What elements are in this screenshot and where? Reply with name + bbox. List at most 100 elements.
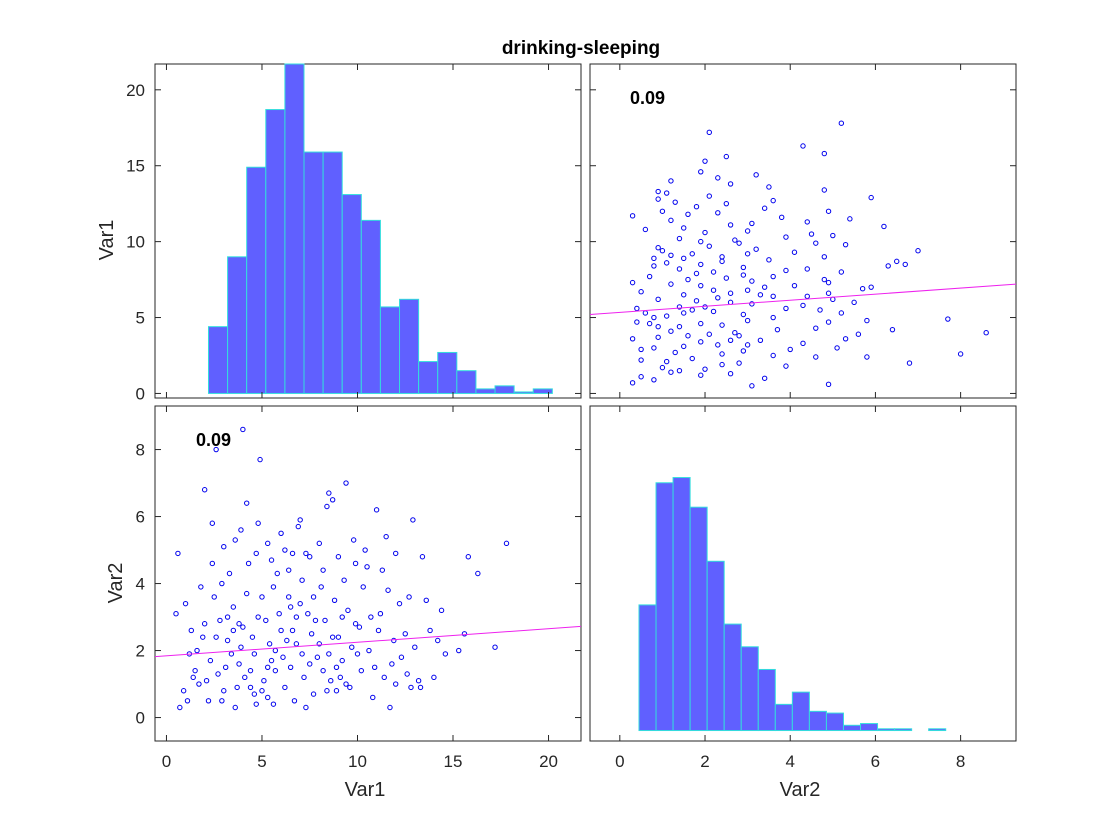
scatter-point (282, 684, 288, 691)
scatter-point (842, 336, 849, 342)
scatter-point (331, 597, 338, 603)
scatter-point (314, 654, 321, 660)
scatter-point (341, 577, 347, 583)
scatter-point (983, 330, 989, 336)
scatter-point (693, 270, 700, 277)
scatter-point (821, 276, 827, 283)
scatter-point (681, 310, 687, 316)
scatter-point (188, 627, 194, 634)
scatter-point (320, 567, 326, 573)
histogram-var1-bar (360, 219, 381, 394)
scatter-point (761, 284, 768, 290)
scatter-point (821, 254, 827, 260)
scatter-point (387, 704, 393, 711)
scatter-point (706, 243, 712, 249)
scatter-point (834, 345, 840, 351)
x-tick-label: 10 (348, 752, 367, 771)
scatter-point (715, 210, 721, 216)
histogram-var1-bar (418, 361, 439, 394)
scatter-point (668, 178, 674, 184)
scatter-point (744, 251, 751, 257)
scatter-point (175, 550, 181, 557)
scatter-point (230, 604, 237, 610)
scatter-point (322, 617, 328, 624)
scatter-point (668, 328, 674, 334)
scatter-point (817, 307, 823, 313)
scatter-point (203, 678, 210, 684)
scatter-point (253, 701, 259, 707)
scatter-point (821, 150, 827, 157)
y-tick-label: 2 (136, 642, 145, 661)
scatter-point (415, 678, 422, 684)
scatter-point (736, 240, 742, 246)
scatter-point (706, 193, 712, 199)
scatter-point (310, 691, 317, 697)
scatter-point (902, 261, 908, 268)
scatter-point (761, 205, 768, 211)
scatter-point (442, 651, 449, 657)
scatter-point (268, 557, 275, 563)
scatter-point (668, 252, 674, 258)
scatter-point (335, 554, 342, 560)
scatter-point (297, 517, 303, 523)
scatter-point (182, 600, 189, 607)
histogram-var1-bar (322, 151, 343, 394)
histogram-var1-bar (532, 388, 553, 394)
scatter-point (770, 314, 776, 321)
scatter-point (864, 317, 870, 324)
scatter-point (757, 292, 764, 298)
scatter-point (194, 647, 200, 654)
scatter-point (766, 257, 772, 263)
scatter-point (813, 325, 819, 331)
scatter-point (698, 169, 704, 175)
y-tick-label: 20 (126, 81, 145, 100)
scatter-point (808, 231, 815, 237)
scatter-point (303, 550, 309, 557)
scatter-point (693, 298, 700, 304)
scatter-point (783, 363, 789, 369)
histogram-var2-bar (860, 723, 879, 732)
scatter-point (744, 228, 751, 234)
scatter-point (783, 234, 789, 240)
scatter-point (757, 337, 764, 344)
scatter-point (219, 580, 225, 587)
scatter-point (698, 339, 704, 345)
scatter-point (305, 611, 311, 617)
scatter-point (320, 667, 326, 674)
scatter-point (659, 248, 666, 254)
scatter-point (770, 197, 776, 204)
scatter-point (770, 293, 776, 299)
scatter-point (689, 307, 695, 313)
fit-line-top-right (589, 283, 1017, 315)
fit-line-bottom-left (154, 625, 582, 658)
histogram-var2-bar (655, 482, 674, 732)
scatter-point (787, 346, 793, 353)
y-axis-label-var2: Var2 (105, 563, 127, 604)
scatter-point (651, 263, 657, 269)
scatter-point (681, 343, 687, 350)
scatter-point (668, 217, 674, 224)
scatter-point (190, 674, 196, 681)
scatter-point (698, 238, 704, 245)
histogram-var2-bars (638, 477, 947, 732)
scatter-point (681, 292, 687, 298)
scatter-point (744, 317, 751, 324)
scatter-point (732, 237, 738, 243)
scatter-point (461, 631, 468, 637)
scatter-point (646, 320, 653, 327)
histogram-var1-panel: 0 5 10 15 20 (126, 63, 582, 403)
histogram-var2-bar (638, 604, 657, 732)
scatter-point (238, 527, 244, 533)
scatter-point (270, 701, 277, 707)
scatter-point (339, 614, 345, 620)
scatter-point (360, 584, 366, 590)
scatter-point (676, 367, 683, 374)
scatter-point (715, 175, 721, 181)
scatter-point (307, 661, 313, 667)
scatter-point (681, 255, 687, 262)
histogram-var2-bar (723, 623, 742, 732)
scatter-point (381, 674, 387, 681)
scatter-point (770, 273, 776, 280)
scatter-point (284, 637, 290, 644)
